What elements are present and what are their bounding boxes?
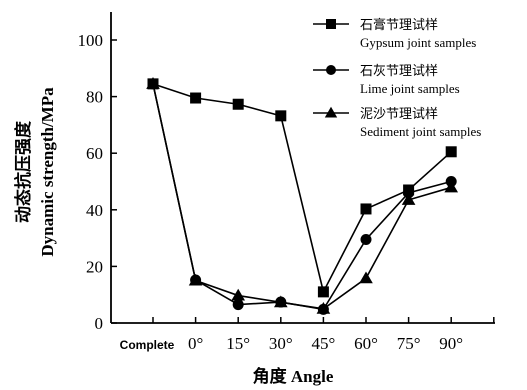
data-point-square	[275, 110, 287, 122]
x-tick-label: 30°	[269, 334, 293, 353]
data-point-circle	[326, 65, 336, 75]
data-point-circle	[360, 234, 372, 246]
x-tick-label: 60°	[354, 334, 378, 353]
x-tick-label: Complete	[120, 338, 175, 352]
data-point-square	[360, 203, 372, 215]
legend-label-en: Sediment joint samples	[360, 124, 481, 139]
x-tick-label: 90°	[439, 334, 463, 353]
legend-label-en: Lime joint samples	[360, 81, 460, 96]
data-point-triangle	[273, 295, 288, 308]
series-line	[152, 83, 452, 295]
legend-item-square: 石膏节理试样 Gypsum joint samples	[313, 17, 476, 50]
data-point-triangle	[359, 271, 373, 284]
legend-label-cn: 石灰节理试样	[360, 63, 438, 78]
x-tick-label: 15°	[226, 334, 250, 353]
data-point-triangle	[401, 193, 416, 205]
data-point-triangle	[231, 288, 246, 301]
data-point-circle	[403, 187, 415, 199]
data-point-square	[232, 98, 244, 110]
axes: 0 20 40 60 80 100 Complete 0° 15° 30° 45° 60° 75° 90°	[78, 12, 495, 353]
x-axis-label: 角度 Angle	[253, 366, 334, 386]
y-tick-label: 100	[78, 31, 104, 50]
y-tick-label: 60	[86, 144, 103, 163]
legend-item-triangle: 泥沙节理试样 Sediment joint samples	[313, 106, 481, 139]
legend-item-circle: 石灰节理试样 Lime joint samples	[313, 63, 460, 96]
x-tick-label: 75°	[397, 334, 421, 353]
x-tick-label: 45°	[311, 334, 335, 353]
y-axis-label-en: Dynamic strength/MPa	[38, 87, 57, 257]
data-point-square	[326, 19, 336, 29]
data-point-triangle	[146, 77, 160, 89]
data-point-triangle	[324, 106, 338, 118]
data-point-circle	[232, 299, 244, 311]
data-point-triangle	[444, 180, 459, 193]
y-axis-label-cn: 动态抗压强度	[13, 120, 33, 223]
legend: 石膏节理试样 Gypsum joint samples 石灰节理试样 Lime joi…	[313, 17, 481, 139]
data-point-triangle	[316, 302, 331, 314]
series-triangle	[146, 77, 459, 314]
data-point-square	[445, 146, 457, 158]
y-tick-label: 20	[86, 257, 103, 276]
data-point-triangle	[188, 273, 203, 286]
legend-label-cn: 泥沙节理试样	[360, 106, 438, 121]
y-tick-label: 40	[86, 201, 103, 220]
data-point-square	[317, 286, 329, 298]
legend-label-cn: 石膏节理试样	[360, 17, 438, 32]
legend-label-en: Gypsum joint samples	[360, 35, 476, 50]
y-tick-label: 0	[95, 314, 104, 333]
series-layer	[146, 77, 459, 315]
data-point-square	[190, 92, 202, 104]
x-tick-label: 0°	[188, 334, 203, 353]
series-line	[152, 83, 452, 310]
y-tick-label: 80	[86, 88, 103, 107]
